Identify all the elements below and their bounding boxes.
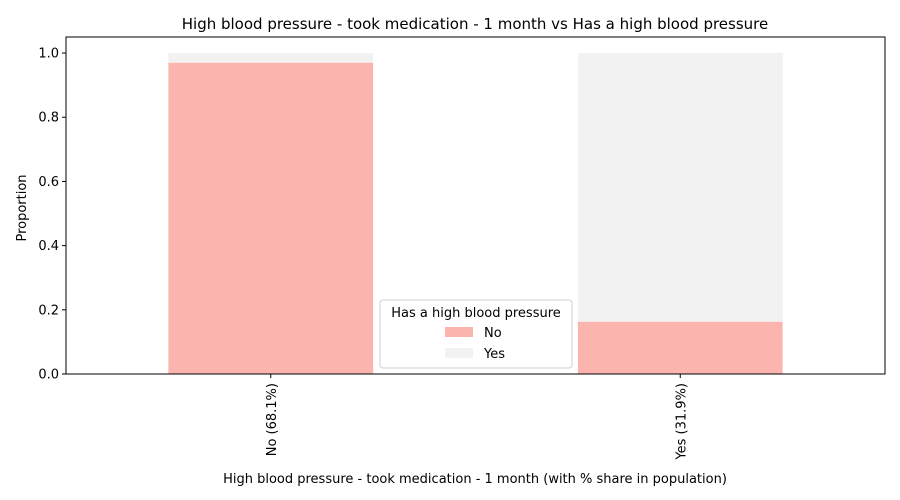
y-tick-label: 0.8 <box>38 111 59 126</box>
legend-label-no: No <box>484 326 502 341</box>
bar-no-yes <box>168 53 374 63</box>
bar-yes-no <box>577 321 783 374</box>
y-tick-label: 0.4 <box>38 239 59 254</box>
legend: Has a high blood pressure No Yes <box>379 299 573 369</box>
bar-yes-yes <box>577 53 783 322</box>
y-tick-label: 0.2 <box>38 303 59 318</box>
y-tick-label: 0.0 <box>38 368 59 383</box>
legend-swatch-no <box>445 327 473 337</box>
bars-layer <box>168 53 783 375</box>
plot-frame <box>65 36 886 375</box>
y-tick-label: 1.0 <box>38 47 59 62</box>
axes-layer: No (68.1%) Yes (31.9%) 0.0 0.2 0.4 0.6 0.8 1.0 <box>38 36 886 461</box>
x-tick-label: No (68.1%) <box>265 383 280 456</box>
y-tick-label: 0.6 <box>38 175 59 190</box>
legend-label-yes: Yes <box>483 347 505 362</box>
y-axis-label: Proportion <box>15 174 30 241</box>
legend-box <box>379 299 573 369</box>
legend-swatch-yes <box>445 348 473 358</box>
x-tick-label: Yes (31.9%) <box>674 383 689 461</box>
legend-title: Has a high blood pressure <box>391 306 561 321</box>
chart-title: High blood pressure - took medication - … <box>182 15 769 33</box>
bar-no-no <box>168 62 374 375</box>
x-axis-label: High blood pressure - took medication - … <box>223 472 727 487</box>
